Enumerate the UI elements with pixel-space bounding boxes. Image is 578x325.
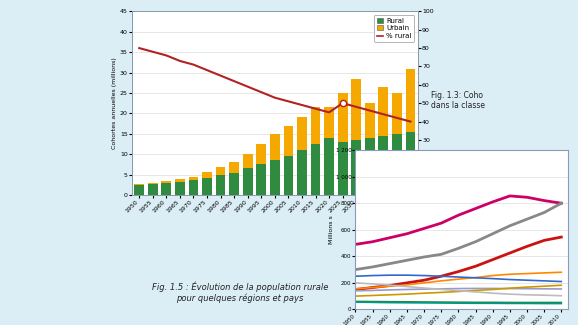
Bar (161, 183, 171, 195)
Bar (257, 144, 266, 164)
Bar (310, 144, 320, 195)
Text: Fig. 1.5 : Évolution de la population rurale
pour quelques régions et pays: Fig. 1.5 : Évolution de la population ru… (151, 281, 328, 303)
Bar (365, 103, 375, 138)
Y-axis label: Cohortes annuelles (millions): Cohortes annuelles (millions) (112, 57, 117, 149)
Bar (243, 154, 253, 168)
Bar (202, 178, 212, 195)
Bar (324, 107, 334, 138)
Bar (351, 140, 361, 195)
Bar (297, 150, 307, 195)
Bar (134, 184, 144, 185)
Bar (229, 162, 239, 173)
Legend: Rural, Urbain, % rural: Rural, Urbain, % rural (374, 15, 414, 42)
Bar (406, 132, 416, 195)
Bar (270, 160, 280, 195)
Bar (243, 168, 253, 195)
Bar (284, 126, 293, 156)
Bar (406, 69, 416, 132)
Bar (324, 138, 334, 195)
Bar (270, 134, 280, 160)
Y-axis label: Millions s: Millions s (329, 215, 334, 244)
Bar (134, 185, 144, 195)
Bar (188, 180, 198, 195)
Text: Fig. 1.3: Coho
dans la classe: Fig. 1.3: Coho dans la classe (431, 91, 484, 111)
Bar (284, 156, 293, 195)
Bar (257, 164, 266, 195)
Bar (379, 136, 388, 195)
Bar (310, 107, 320, 144)
Bar (216, 176, 225, 195)
Bar (148, 184, 158, 195)
Bar (379, 87, 388, 136)
Bar (229, 173, 239, 195)
Bar (351, 79, 361, 140)
Bar (202, 172, 212, 178)
Bar (392, 93, 402, 134)
Bar (392, 134, 402, 195)
Bar (188, 177, 198, 180)
Bar (175, 182, 185, 195)
Bar (161, 181, 171, 183)
Bar (148, 183, 158, 184)
Bar (338, 93, 347, 142)
Bar (338, 142, 347, 195)
Bar (175, 179, 185, 182)
Bar (365, 138, 375, 195)
Bar (216, 167, 225, 176)
Bar (297, 117, 307, 150)
